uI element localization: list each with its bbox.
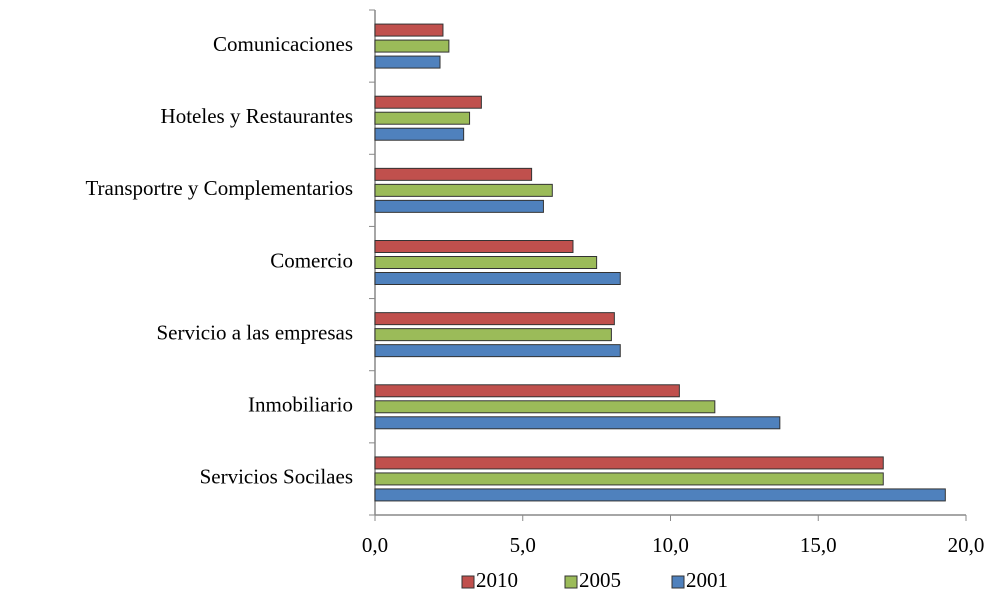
x-tick-label: 20,0 [948,533,985,557]
x-tick-label: 5,0 [510,533,536,557]
legend-swatch [461,575,475,589]
bar [374,272,621,285]
y-tick-label: Hoteles y Restaurantes [161,104,353,128]
y-tick-label: Transportre y Complementarios [85,176,353,200]
bar [374,400,716,414]
y-tick-label: Comercio [270,248,353,272]
bar [374,416,781,430]
bar [374,312,615,326]
legend-swatch [671,575,685,589]
bar [374,23,444,37]
bar [374,167,533,181]
legend-label: 2001 [686,568,728,592]
legend-label: 2005 [579,568,621,592]
bar [374,344,621,358]
bar [374,55,441,69]
bar [374,240,574,253]
x-tick-label: 10,0 [652,533,689,557]
y-tick-label: Comunicaciones [213,32,353,56]
y-tick-label: Servicio a las empresas [156,320,353,344]
bar [374,328,612,342]
bar [374,472,884,486]
bar [374,39,450,53]
y-tick-label: Servicios Socilaes [200,465,353,489]
x-tick-label: 0,0 [362,533,388,557]
bar [374,95,482,109]
legend-label: 2010 [476,568,518,592]
bar [374,111,471,125]
bar [374,384,680,398]
legend-swatch [564,575,578,589]
bar [374,456,884,470]
bar [374,199,544,213]
bar [374,127,465,141]
x-tick-label: 15,0 [800,533,837,557]
bar [374,256,598,269]
bar [374,183,553,197]
bar [374,488,946,502]
y-tick-label: Inmobiliario [248,393,353,417]
